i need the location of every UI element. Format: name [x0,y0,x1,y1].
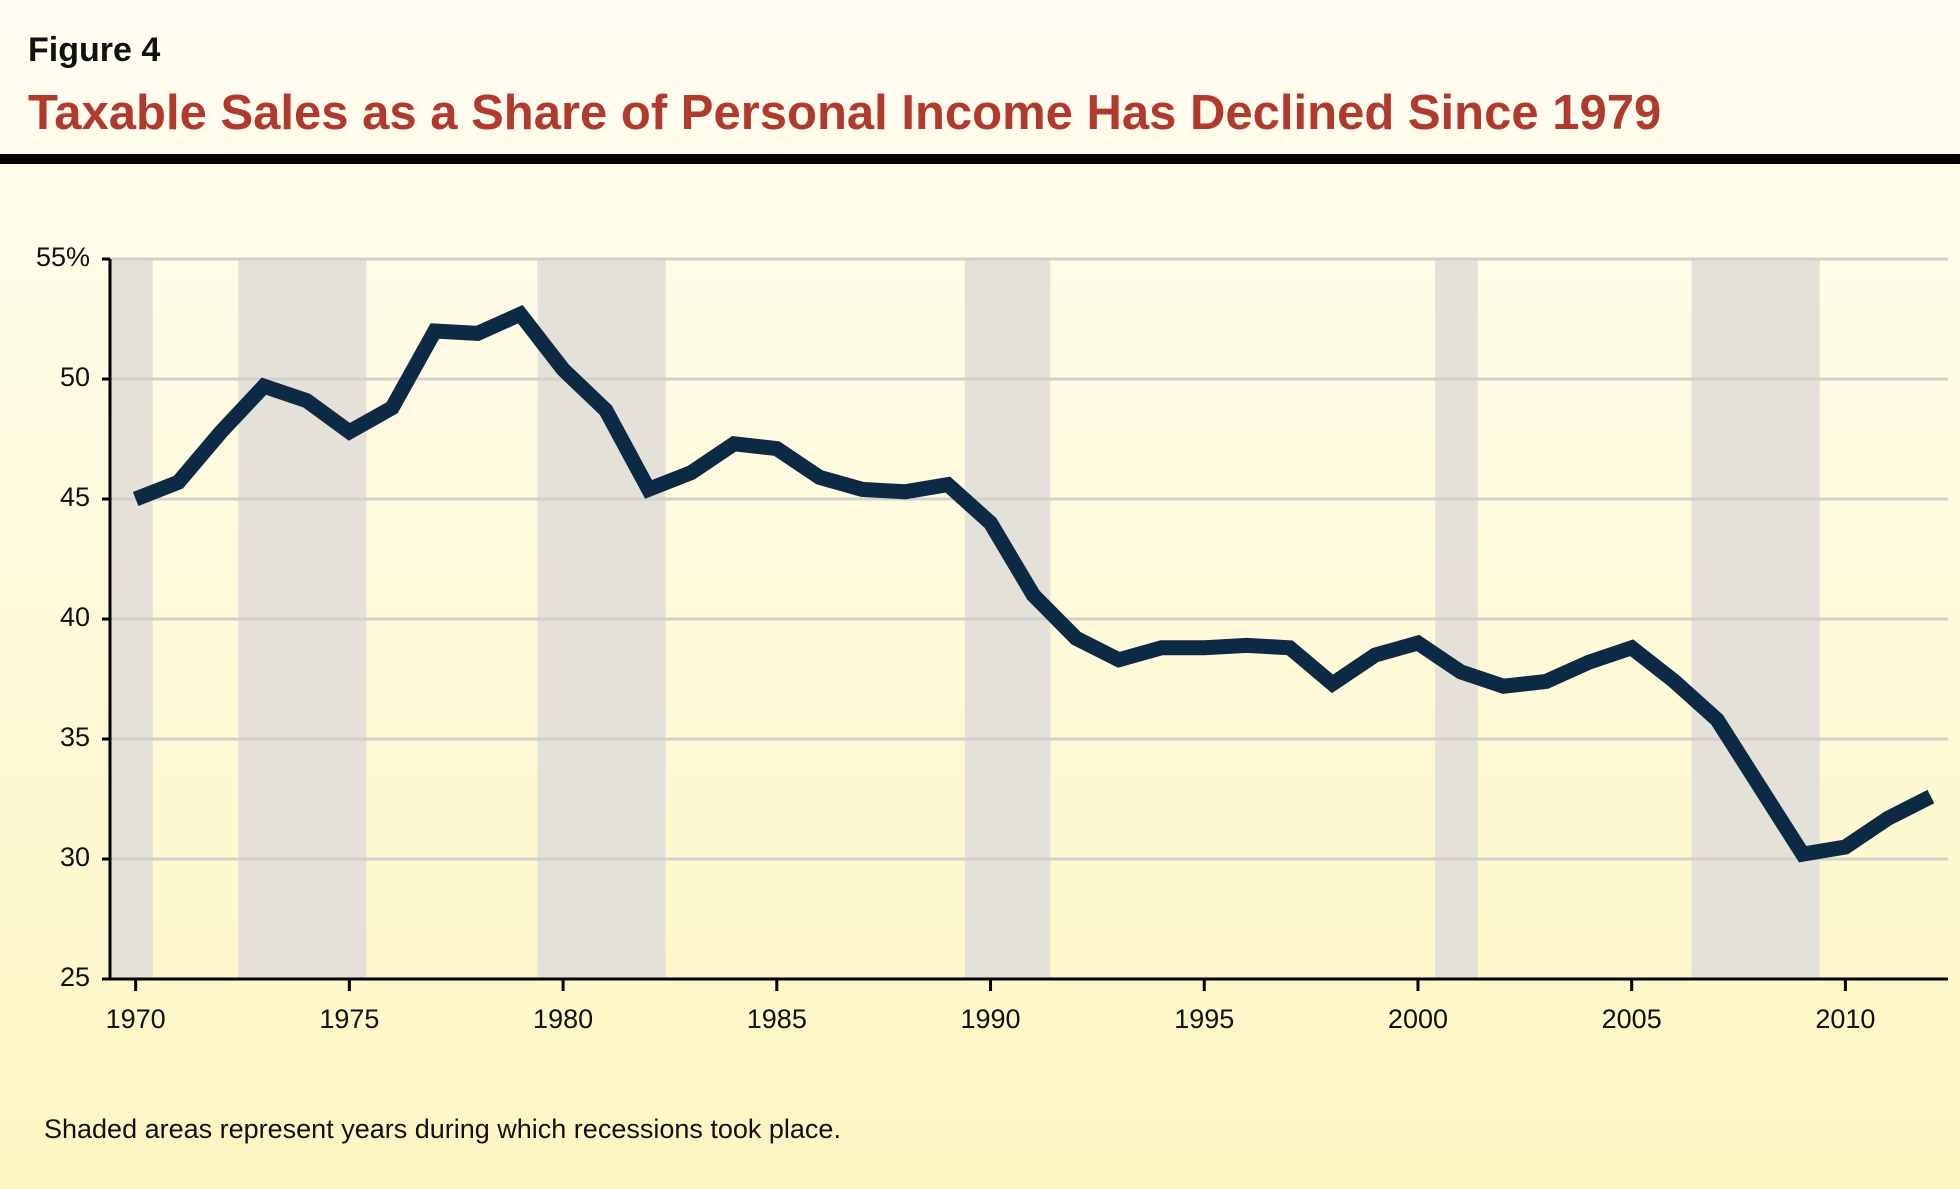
data-line [132,304,1935,863]
x-tick-label: 2005 [1602,1004,1662,1034]
figure-label: Figure 4 [28,31,160,69]
chart-title: Taxable Sales as a Share of Personal Inc… [28,86,1661,140]
title-rule [0,154,1960,164]
y-tick-label: 45 [60,482,90,512]
x-tick-label: 1975 [319,1004,379,1034]
x-tick-label: 1990 [960,1004,1020,1034]
y-tick-label: 30 [60,842,90,872]
x-tick-label: 1995 [1174,1004,1234,1034]
x-tick-label: 1970 [106,1004,166,1034]
note: Shaded areas represent years during whic… [44,1114,841,1144]
y-tick-label: 55% [36,242,90,272]
y-tick-label: 40 [60,602,90,632]
x-tick-label: 2010 [1815,1004,1875,1034]
y-tick-label: 50 [60,362,90,392]
y-tick-label: 35 [60,722,90,752]
y-tick-label: 25 [60,962,90,992]
x-tick-label: 1985 [747,1004,807,1034]
x-tick-label: 2000 [1388,1004,1448,1034]
x-tick-label: 1980 [533,1004,593,1034]
